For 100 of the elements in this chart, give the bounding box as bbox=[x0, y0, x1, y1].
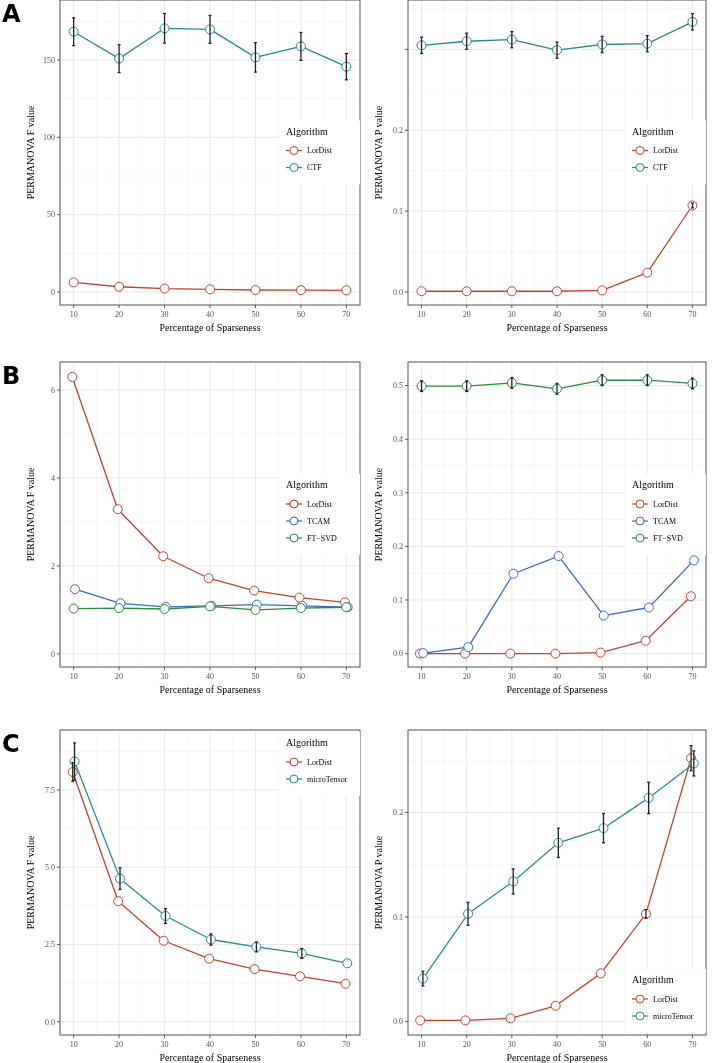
y-tick-label: 0.2 bbox=[393, 808, 403, 818]
point bbox=[460, 1015, 471, 1026]
legend-label: TCAM bbox=[307, 516, 331, 526]
legend-label: LorDist bbox=[307, 757, 333, 767]
x-tick-label: 50 bbox=[598, 672, 607, 681]
x-tick-label: 70 bbox=[688, 672, 697, 681]
point bbox=[598, 610, 609, 621]
point bbox=[114, 603, 125, 614]
x-tick-label: 50 bbox=[251, 672, 260, 681]
x-tick-label: 20 bbox=[115, 310, 124, 319]
y-tick-label: 6 bbox=[51, 385, 55, 395]
x-tick-label: 70 bbox=[342, 1040, 351, 1049]
point bbox=[294, 592, 305, 603]
point bbox=[295, 285, 306, 296]
x-tick-label: 10 bbox=[417, 672, 426, 681]
legend-label: CTF bbox=[653, 163, 669, 173]
x-tick-label: 40 bbox=[553, 1040, 561, 1049]
x-axis-title: Percentage of Sparseness bbox=[159, 684, 261, 695]
x-tick-label: 10 bbox=[69, 1040, 78, 1049]
x-tick-label: 30 bbox=[507, 672, 516, 681]
point bbox=[506, 286, 517, 297]
point bbox=[70, 584, 80, 595]
point bbox=[113, 896, 124, 907]
point bbox=[416, 286, 427, 297]
point bbox=[249, 964, 260, 975]
x-tick-label: 60 bbox=[296, 310, 305, 319]
y-tick-label: 0.1 bbox=[393, 206, 403, 216]
x-tick-label: 40 bbox=[206, 310, 214, 319]
y-tick-label: 0.0 bbox=[393, 649, 403, 659]
text: A bbox=[2, 0, 21, 28]
x-tick-label: 20 bbox=[462, 310, 471, 319]
point bbox=[159, 283, 170, 294]
x-tick-label: 30 bbox=[160, 310, 169, 319]
y-axis-title: PERMANOVA P value bbox=[373, 467, 384, 562]
x-tick-label: 50 bbox=[251, 310, 260, 319]
x-tick-label: 40 bbox=[553, 310, 561, 319]
point bbox=[642, 267, 653, 278]
y-tick-label: 2.5 bbox=[45, 940, 55, 950]
point bbox=[508, 568, 519, 579]
x-tick-label: 60 bbox=[643, 310, 652, 319]
point bbox=[203, 573, 214, 584]
y-tick-label: 4 bbox=[51, 473, 55, 483]
point bbox=[204, 953, 215, 964]
legend-title: Algorithm bbox=[286, 125, 328, 137]
legend-label: microTensor bbox=[653, 1011, 694, 1021]
x-tick-label: 60 bbox=[296, 1040, 305, 1049]
x-tick-label: 50 bbox=[598, 1040, 607, 1049]
x-tick-label: 30 bbox=[507, 310, 516, 319]
y-tick-label: 0.4 bbox=[393, 434, 403, 444]
legend-label: FT−SVD bbox=[653, 533, 684, 543]
point bbox=[67, 371, 78, 382]
point bbox=[342, 958, 353, 969]
y-tick-label: 0.0 bbox=[393, 1017, 403, 1027]
x-axis-title: Percentage of Sparseness bbox=[506, 684, 608, 695]
y-tick-label: 100 bbox=[43, 133, 55, 143]
legend-title: Algorithm bbox=[632, 974, 674, 985]
x-tick-label: 10 bbox=[69, 672, 78, 681]
x-tick-label: 10 bbox=[417, 1040, 426, 1049]
legend-label: microTensor bbox=[307, 774, 348, 784]
y-tick-label: 150 bbox=[43, 55, 55, 65]
legend-label: TCAM bbox=[653, 516, 677, 526]
point bbox=[505, 648, 516, 659]
legend-label: LorDist bbox=[653, 994, 679, 1004]
legend-label: LorDist bbox=[653, 146, 679, 156]
point bbox=[463, 642, 474, 653]
x-tick-label: 60 bbox=[643, 1040, 652, 1049]
point bbox=[205, 284, 215, 295]
x-tick-label: 70 bbox=[342, 310, 351, 319]
legend-title: Algorithm bbox=[286, 737, 328, 748]
legend-label: LorDist bbox=[307, 146, 333, 156]
y-tick-label: 0.1 bbox=[393, 595, 403, 605]
x-tick-label: 20 bbox=[462, 1040, 471, 1049]
y-tick-label: 0.0 bbox=[393, 287, 403, 297]
point bbox=[340, 978, 351, 989]
point bbox=[68, 603, 79, 614]
y-tick-label: 0 bbox=[51, 649, 55, 659]
point bbox=[158, 935, 169, 946]
legend-title: Algorithm bbox=[286, 479, 328, 490]
y-axis-title: PERMANOVA F value bbox=[25, 105, 36, 200]
x-tick-label: 10 bbox=[417, 310, 426, 319]
y-axis-title: PERMANOVA F value bbox=[25, 467, 36, 562]
x-tick-label: 20 bbox=[115, 1040, 124, 1049]
point bbox=[68, 277, 79, 288]
y-tick-label: 0.0 bbox=[45, 1017, 55, 1027]
x-axis-title: Percentage of Sparseness bbox=[159, 322, 261, 333]
x-axis-title: Percentage of Sparseness bbox=[506, 322, 608, 333]
point bbox=[250, 285, 261, 295]
x-tick-label: 30 bbox=[160, 672, 169, 681]
x-tick-label: 10 bbox=[69, 310, 78, 319]
x-tick-label: 50 bbox=[598, 310, 607, 319]
y-tick-label: 0 bbox=[51, 287, 55, 297]
y-tick-label: 0.2 bbox=[393, 126, 403, 136]
point bbox=[114, 281, 125, 292]
x-tick-label: 70 bbox=[688, 1040, 697, 1049]
y-tick-label: 2 bbox=[51, 561, 55, 571]
point bbox=[685, 591, 696, 602]
point bbox=[249, 585, 260, 596]
text: C bbox=[2, 730, 20, 758]
x-tick-label: 70 bbox=[342, 672, 351, 681]
y-tick-label: 0.3 bbox=[393, 488, 403, 498]
